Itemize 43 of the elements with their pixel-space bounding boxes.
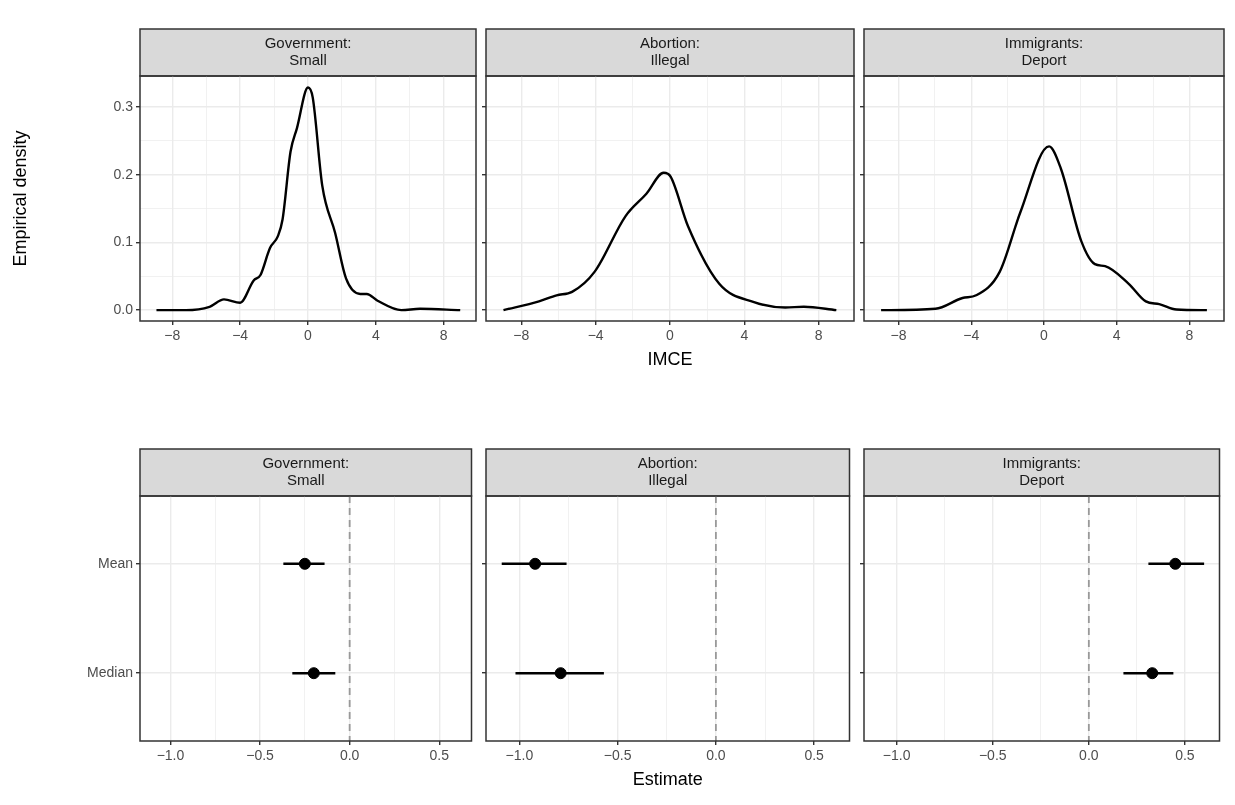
x-tick-label: 0.5 — [429, 747, 450, 764]
x-tick-label: 0 — [304, 327, 313, 344]
x-tick-label: 0.0 — [706, 747, 726, 764]
x-tick-label: −0.5 — [246, 747, 275, 764]
x-tick-label: −1.0 — [156, 747, 185, 764]
x-tick-label: 4 — [740, 327, 749, 344]
y-tick-label: 0.2 — [113, 165, 134, 182]
y-tick-label: Mean — [97, 554, 133, 571]
x-tick-label: −8 — [513, 327, 530, 344]
x-tick-label: −4 — [232, 327, 249, 344]
chart-title: Abortion: Illegal — [637, 454, 698, 489]
x-tick-label: 4 — [1112, 327, 1121, 344]
x-axis-title: IMCE — [647, 349, 693, 370]
x-tick-label: 0.0 — [339, 747, 360, 764]
x-tick-label: 0.5 — [1175, 747, 1195, 764]
x-tick-label: −8 — [164, 327, 181, 344]
x-tick-label: −1.0 — [882, 747, 911, 764]
x-tick-label: 8 — [1185, 327, 1194, 344]
x-tick-label: 8 — [814, 327, 823, 344]
x-tick-label: −4 — [963, 327, 980, 344]
x-tick-label: 4 — [371, 327, 380, 344]
chart-title: Government: Small — [262, 454, 350, 489]
x-tick-label: 0 — [666, 327, 675, 344]
x-tick-label: 8 — [439, 327, 448, 344]
chart-title: Government: Small — [264, 34, 352, 69]
chart-title: Immigrants: Deport — [1002, 454, 1081, 489]
y-axis-title: Empirical density — [9, 130, 30, 267]
x-tick-label: 0 — [1040, 327, 1049, 344]
y-tick-label: 0.0 — [113, 301, 134, 318]
x-tick-label: −4 — [587, 327, 604, 344]
x-tick-label: −8 — [890, 327, 907, 344]
x-axis-title: Estimate — [632, 769, 703, 790]
y-tick-label: 0.3 — [113, 97, 134, 114]
line-series — [155, 86, 462, 312]
x-tick-label: −0.5 — [978, 747, 1007, 764]
chart-title: Abortion: Illegal — [639, 34, 701, 69]
x-tick-label: −0.5 — [603, 747, 632, 764]
chart-title: Immigrants: Deport — [1004, 34, 1084, 69]
y-tick-label: Median — [87, 664, 133, 681]
x-tick-label: −1.0 — [505, 747, 534, 764]
x-tick-label: 0.5 — [804, 747, 825, 764]
x-tick-label: 0.0 — [1079, 747, 1099, 764]
y-tick-label: 0.1 — [113, 233, 134, 250]
